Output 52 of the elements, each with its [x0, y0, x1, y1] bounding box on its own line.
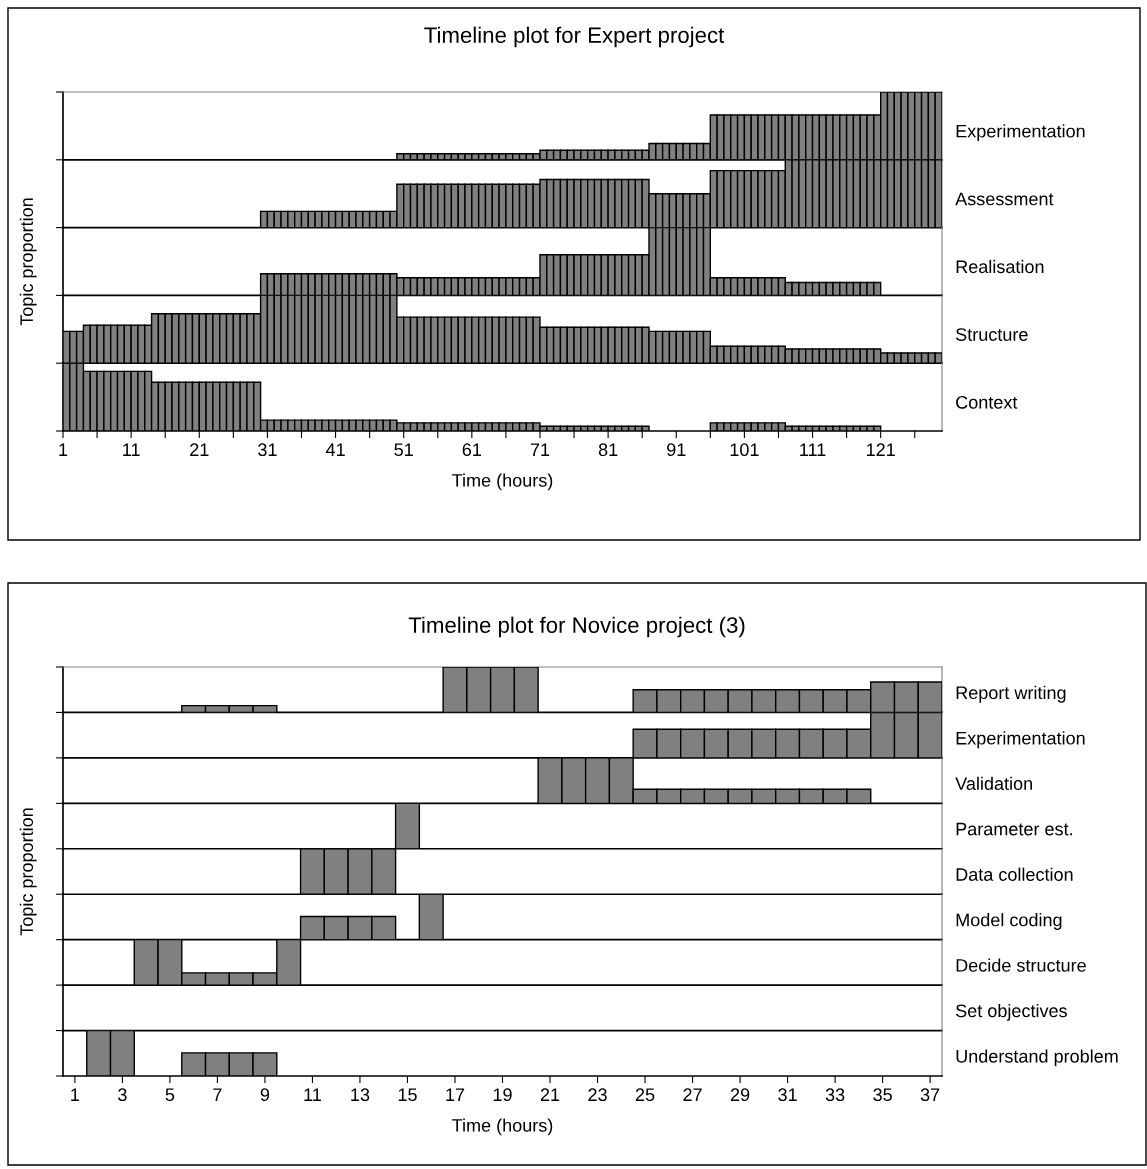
x-tick-label: 31: [778, 1088, 797, 1102]
x-tick-label: 7: [213, 1088, 222, 1101]
x-tick-label: 15: [398, 1088, 417, 1102]
text: Decide structure: [956, 958, 1086, 972]
text: Parameter est.: [956, 822, 1072, 836]
text: Set objectives: [956, 1003, 1067, 1021]
series-label: Report writing: [956, 685, 1066, 703]
x-tick-label: 3: [118, 1088, 127, 1102]
x-tick-label: 35: [873, 1088, 892, 1102]
x-axis-title: Time (hours): [452, 1118, 553, 1136]
x-axis-title: Time (hours): [452, 473, 553, 491]
x-tick-label: 19: [493, 1088, 512, 1102]
x-tick-label: 21: [540, 1088, 560, 1101]
x-tick-label: 11: [304, 1088, 321, 1101]
x-tick-label: 71: [530, 443, 550, 456]
y-axis-title: Topic proportion: [19, 198, 37, 326]
x-tick-label: 51: [394, 443, 413, 457]
x-tick-label: 111: [800, 443, 826, 456]
x-tick-label: 17: [446, 1088, 465, 1101]
text: Data collection: [956, 867, 1073, 881]
series-label: Structure: [956, 328, 1028, 341]
text: Understand problem: [956, 1049, 1118, 1067]
x-tick-label: 41: [325, 443, 345, 456]
text: Model coding: [956, 913, 1062, 930]
series-label: Assessment: [955, 192, 1054, 206]
x-tick-label: 5: [165, 1088, 175, 1102]
text: Realisation: [956, 259, 1044, 274]
text: Context: [956, 395, 1018, 409]
x-tick-label: 1: [59, 443, 68, 456]
x-tick-label: 13: [351, 1088, 370, 1102]
x-tick-label: 31: [258, 443, 277, 457]
x-tick-label: 121: [866, 443, 895, 456]
x-tick-label: 21: [190, 443, 209, 456]
x-tick-label: 23: [588, 1088, 607, 1102]
series-label: Experimentation: [956, 731, 1085, 749]
series-label: Experimentation: [956, 124, 1085, 142]
x-tick-label: 91: [667, 443, 686, 457]
x-tick-label: 1: [71, 1088, 80, 1101]
x-tick-label: 33: [825, 1088, 845, 1102]
chart-title: Timeline plot for Expert project: [424, 26, 725, 48]
x-tick-label: 81: [598, 443, 618, 457]
x-tick-label: 27: [683, 1088, 702, 1101]
chart-title: Timeline plot for Novice project (3): [408, 616, 745, 638]
x-tick-label: 37: [920, 1088, 940, 1102]
y-axis-title: Topic proportion: [19, 808, 37, 936]
x-tick-label: 61: [462, 443, 481, 457]
x-tick-label: 101: [730, 443, 759, 457]
text: Validation: [955, 776, 1032, 790]
x-tick-label: 9: [260, 1088, 270, 1102]
x-tick-label: 25: [635, 1088, 655, 1102]
x-tick-label: 29: [730, 1088, 750, 1102]
x-tick-label: 11: [123, 443, 140, 456]
